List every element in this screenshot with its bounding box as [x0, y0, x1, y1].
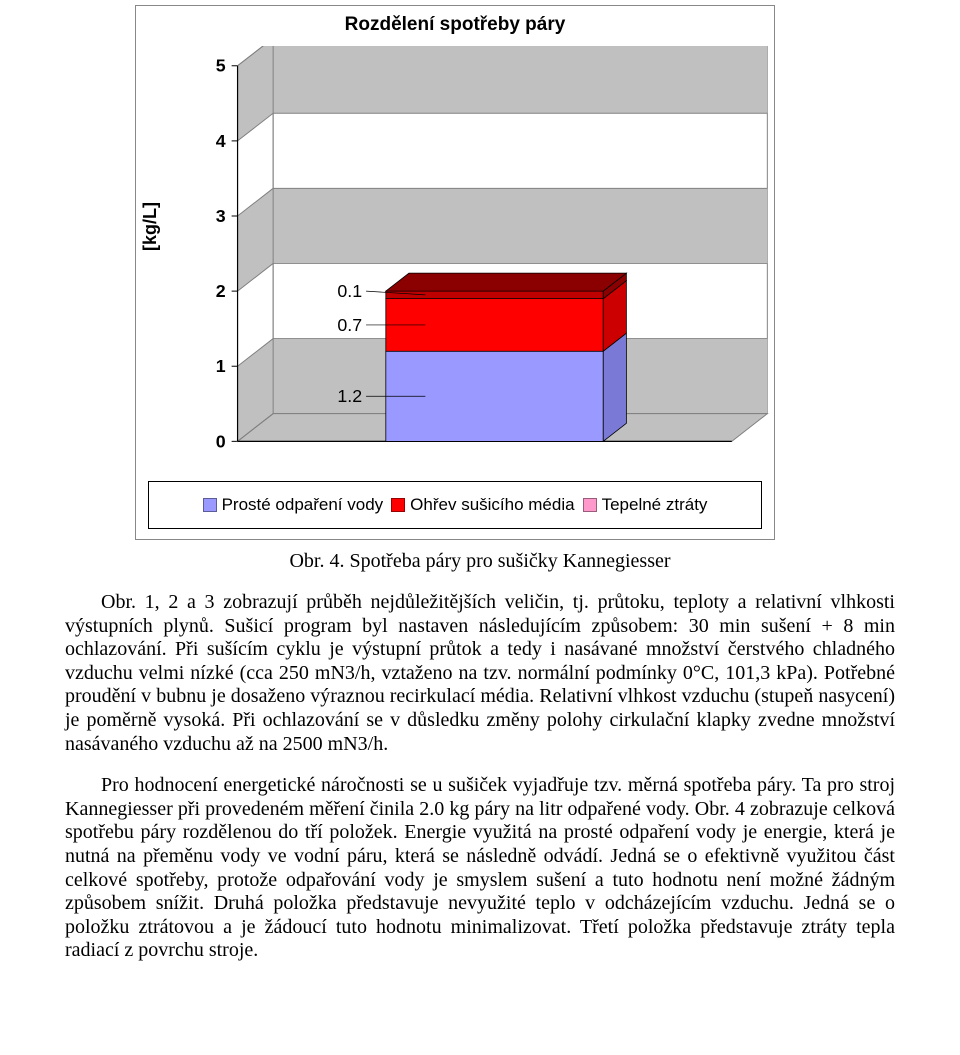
paragraph-2: Pro hodnocení energetické náročnosti se …	[65, 774, 895, 963]
svg-text:1: 1	[216, 356, 226, 376]
legend-swatch	[583, 498, 597, 512]
chart-legend: Prosté odpaření vody Ohřev sušicího médi…	[148, 481, 762, 529]
chart-title: Rozdělení spotřeby páry	[136, 6, 774, 36]
chart-body: [kg/L] 0 1 2 3 4 5 1.2 0.7 0.1	[136, 46, 774, 471]
legend-item: Tepelné ztráty	[583, 495, 708, 515]
legend-label: Prosté odpaření vody	[222, 495, 384, 515]
chart-card: Rozdělení spotřeby páry [kg/L] 0 1 2 3 4 5 1.2…	[135, 5, 775, 540]
legend-swatch	[203, 498, 217, 512]
page: Rozdělení spotřeby páry [kg/L] 0 1 2 3 4 5 1.2…	[0, 0, 960, 1011]
chart-ylabel: [kg/L]	[140, 202, 161, 251]
legend-label: Ohřev sušicího média	[410, 495, 574, 515]
legend-item: Ohřev sušicího média	[391, 495, 574, 515]
svg-text:2: 2	[216, 281, 226, 301]
svg-text:5: 5	[216, 56, 226, 76]
chart-svg: 0 1 2 3 4 5 1.2 0.7 0.1	[136, 46, 774, 471]
figure-caption: Obr. 4. Spotřeba páry pro sušičky Kanneg…	[65, 550, 895, 573]
svg-text:3: 3	[216, 206, 226, 226]
svg-text:4: 4	[216, 131, 226, 151]
paragraph-1: Obr. 1, 2 a 3 zobrazují průběh nejdůleži…	[65, 591, 895, 756]
legend-item: Prosté odpaření vody	[203, 495, 384, 515]
svg-text:0.1: 0.1	[337, 281, 362, 301]
svg-text:1.2: 1.2	[337, 386, 362, 406]
svg-text:0: 0	[216, 431, 226, 451]
legend-label: Tepelné ztráty	[602, 495, 708, 515]
svg-text:0.7: 0.7	[337, 315, 362, 335]
legend-swatch	[391, 498, 405, 512]
